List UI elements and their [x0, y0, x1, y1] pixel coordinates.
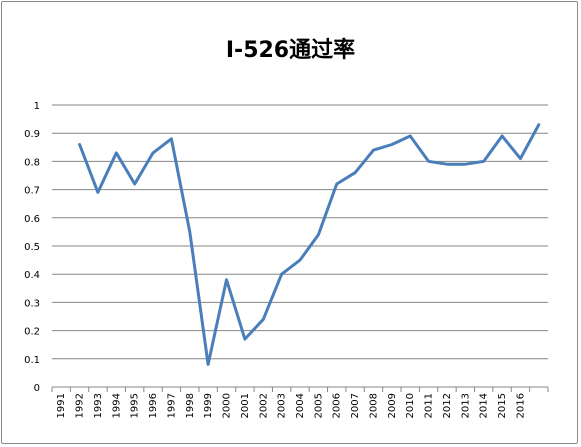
x-tick-label: 1998: [185, 393, 196, 418]
x-tick-label: 2007: [350, 393, 361, 418]
x-tick-label: 2011: [424, 393, 435, 418]
x-axis: 1991 1992 1993 1994 1995 1996 1997 1998 1999 2000…: [51, 386, 549, 418]
x-tick-label: 2013: [460, 393, 471, 418]
y-tick-label: 0.7: [24, 186, 40, 197]
y-tick-label: 0.4: [24, 270, 40, 281]
x-tick-label: 1999: [203, 393, 214, 418]
y-tick-label: 0.9: [24, 129, 40, 140]
x-tick-label: 1997: [166, 393, 177, 418]
y-tick-label: 0.3: [24, 298, 40, 309]
gridlines: [52, 104, 548, 360]
y-tick-label: 0.1: [24, 355, 40, 366]
y-tick-label: 0.2: [24, 327, 40, 338]
y-tick-label: 0.6: [24, 214, 40, 225]
x-tick-label: 2016: [515, 393, 526, 418]
x-tick-label: 2003: [277, 393, 288, 418]
x-tick-label: 2004: [295, 393, 306, 418]
y-axis: 0 0.1 0.2 0.3 0.4 0.5 0.6 0.7 0.8 0.9 1: [24, 101, 40, 394]
x-tick-label: 2009: [387, 393, 398, 418]
y-tick-label: 0.5: [24, 242, 40, 253]
x-tick-label: 1996: [148, 393, 159, 418]
series-group: [78, 123, 541, 366]
x-tick-label: 1993: [93, 393, 104, 418]
x-tick-label: 1992: [75, 393, 86, 418]
y-tick-label: 0: [34, 383, 40, 394]
x-tick-label: 2006: [332, 393, 343, 418]
x-tick-label: 2001: [240, 393, 251, 418]
x-tick-label: 1991: [56, 393, 67, 418]
x-tick-label: 2000: [222, 393, 233, 418]
chart-title: I-526通过率: [225, 38, 356, 63]
x-tick-label: 2010: [405, 393, 416, 418]
x-tick-label: 2005: [313, 393, 324, 418]
y-tick-label: 0.8: [24, 157, 40, 168]
x-tick-label: 2012: [442, 393, 453, 418]
x-tick-label: 1995: [130, 393, 141, 418]
x-tick-label: 1994: [111, 393, 122, 418]
x-tick-label: 2015: [497, 393, 508, 418]
x-tick-label: 2008: [368, 393, 379, 418]
x-tick-label: 2002: [258, 393, 269, 418]
y-tick-label: 1: [34, 101, 40, 112]
series-line: [78, 123, 541, 366]
x-tick-label: 2014: [479, 393, 490, 418]
